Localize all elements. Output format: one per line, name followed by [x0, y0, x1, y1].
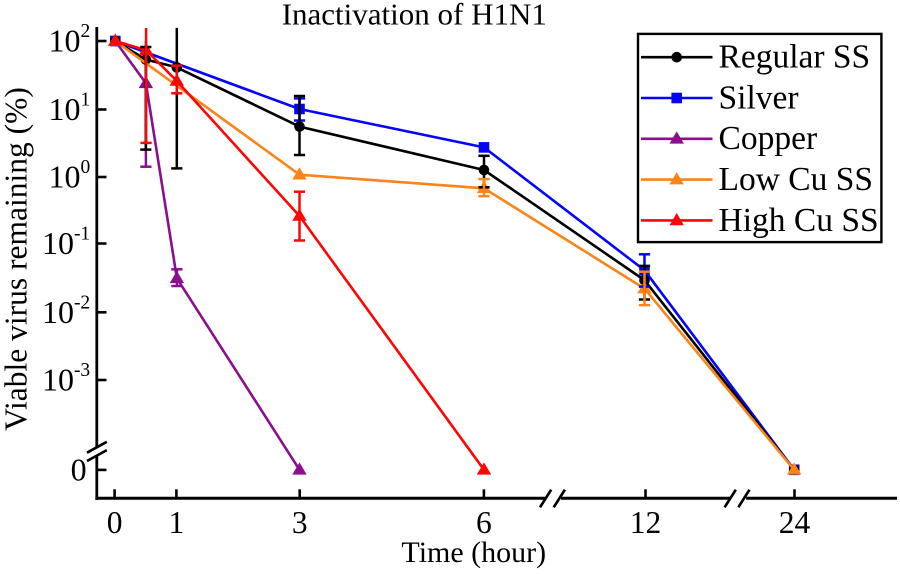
- svg-text:6: 6: [476, 505, 492, 540]
- svg-text:Copper: Copper: [719, 120, 818, 157]
- svg-text:24: 24: [779, 505, 811, 540]
- svg-text:Time (hour): Time (hour): [401, 536, 546, 569]
- svg-text:0: 0: [71, 452, 87, 488]
- svg-text:High Cu SS: High Cu SS: [719, 202, 879, 239]
- svg-text:Inactivation of H1N1: Inactivation of H1N1: [282, 0, 547, 32]
- svg-text:12: 12: [630, 505, 662, 540]
- svg-text:1: 1: [169, 505, 185, 540]
- svg-text:102: 102: [48, 21, 90, 59]
- svg-text:Low Cu SS: Low Cu SS: [719, 161, 874, 198]
- svg-text:100: 100: [48, 157, 90, 195]
- svg-text:Viable virus remaining (%): Viable virus remaining (%): [0, 87, 34, 431]
- svg-text:10-2: 10-2: [42, 292, 90, 330]
- svg-text:3: 3: [292, 505, 308, 540]
- svg-text:10-3: 10-3: [42, 360, 90, 398]
- svg-text:10-1: 10-1: [42, 224, 90, 262]
- svg-text:0: 0: [107, 505, 123, 540]
- svg-text:Regular SS: Regular SS: [719, 39, 871, 76]
- svg-text:Silver: Silver: [719, 79, 799, 116]
- svg-text:101: 101: [48, 90, 90, 128]
